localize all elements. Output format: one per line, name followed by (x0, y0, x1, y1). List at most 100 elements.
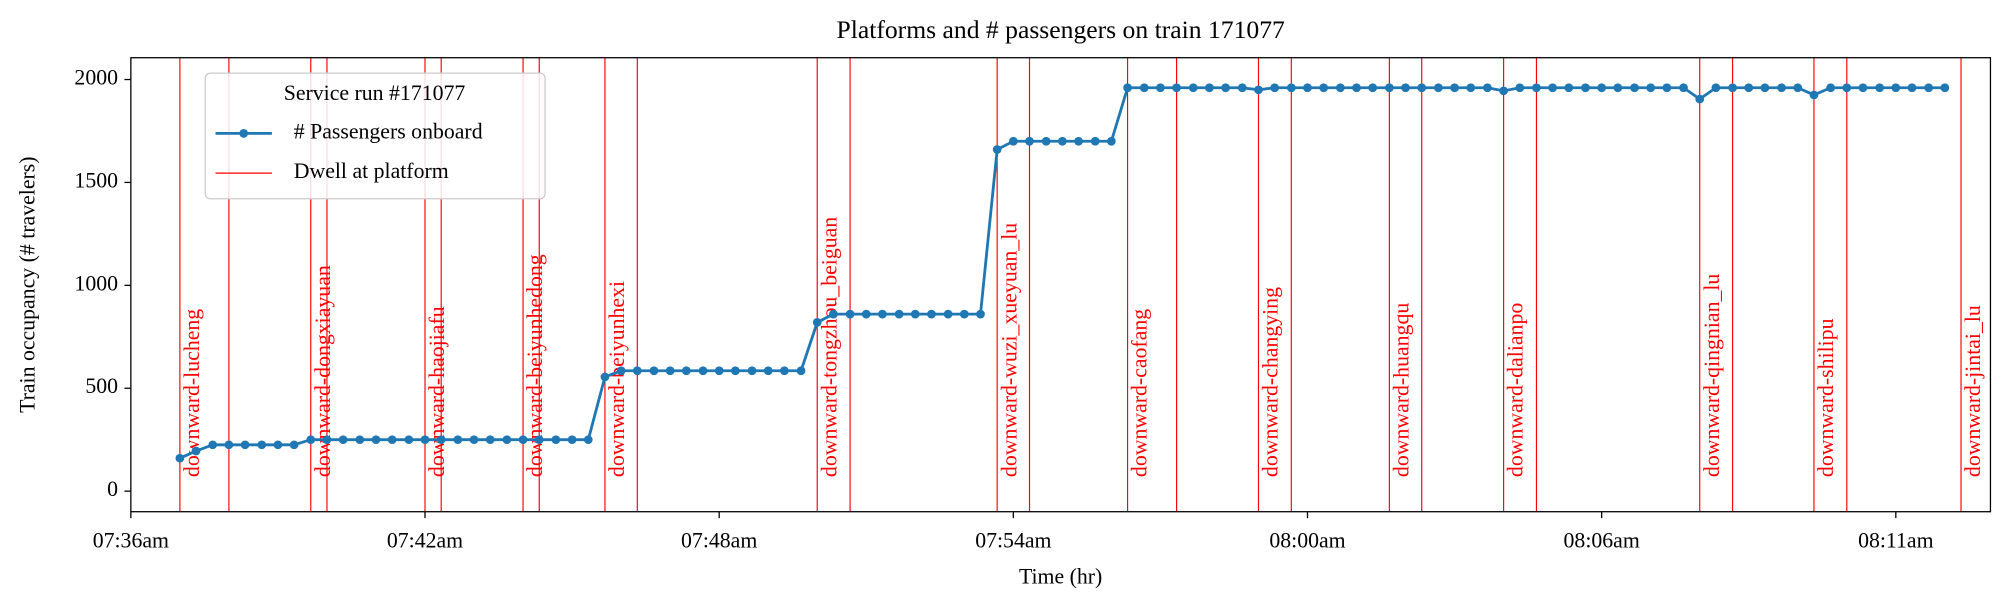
series-marker (289, 440, 299, 450)
x-tick-label: 07:42am (387, 528, 463, 552)
series-marker (649, 366, 659, 376)
series-marker (1335, 83, 1345, 93)
series-marker (502, 435, 512, 445)
series-marker (273, 440, 283, 450)
platform-label: downward-qingnian_lu (1700, 274, 1724, 478)
series-marker (1090, 136, 1100, 146)
platform-label: downward-huangqu (1389, 303, 1413, 477)
series-marker (371, 435, 381, 445)
series-marker (763, 366, 773, 376)
series-marker (1270, 83, 1280, 93)
series-marker (306, 435, 316, 445)
series-marker (910, 309, 920, 319)
platform-label: downward-haojiafu (425, 306, 449, 477)
series-marker (1352, 83, 1361, 93)
platform-label: downward-beiyunhexi (605, 281, 629, 477)
series-marker (567, 435, 577, 445)
series-marker (1221, 83, 1230, 93)
series-marker (469, 435, 479, 445)
series-marker (812, 318, 822, 327)
series-marker (322, 435, 332, 445)
series-marker (1499, 86, 1508, 96)
series-marker (404, 435, 414, 445)
series-marker (1695, 94, 1705, 104)
series-marker (665, 366, 675, 376)
series-marker (600, 372, 610, 382)
legend-title: Service run #171077 (284, 81, 466, 105)
series-marker (829, 309, 838, 319)
series-marker (1058, 136, 1067, 146)
series-marker (1597, 83, 1607, 93)
series-marker (1662, 83, 1672, 93)
y-tick-label: 1000 (74, 271, 118, 295)
series-marker (1515, 83, 1525, 93)
series-marker (1891, 83, 1901, 93)
series-marker (1777, 83, 1786, 93)
series-marker (257, 440, 267, 450)
series-marker (1172, 83, 1181, 93)
series-marker (1630, 83, 1639, 93)
series-marker (1041, 136, 1051, 146)
series-marker (1613, 83, 1623, 93)
x-tick-label: 07:36am (93, 528, 169, 552)
series-marker (224, 440, 234, 450)
platform-label: downward-tongzhou_beiguan (817, 217, 841, 477)
series-marker (1254, 85, 1263, 95)
series-marker (1907, 83, 1917, 93)
series-marker (1123, 83, 1132, 93)
series-marker (796, 366, 806, 376)
series-marker (518, 435, 528, 445)
chart-title: Platforms and # passengers on train 1710… (836, 15, 1285, 44)
series-marker (1744, 83, 1754, 93)
platform-label: downward-dalianpo (1504, 303, 1528, 477)
series-marker (616, 366, 626, 376)
series-marker (1875, 83, 1885, 93)
series-marker (681, 366, 691, 376)
series-marker (1809, 90, 1819, 100)
y-tick-label: 2000 (74, 66, 118, 90)
series-marker (861, 309, 871, 319)
series-marker (1188, 83, 1198, 93)
series-marker (730, 366, 740, 376)
series-marker (1205, 83, 1214, 93)
series-marker (976, 309, 985, 319)
series-marker (1401, 83, 1410, 93)
series-marker (1237, 83, 1247, 93)
x-tick-label: 07:48am (681, 528, 757, 552)
series-marker (387, 435, 397, 445)
series-marker (1793, 83, 1803, 93)
series-marker (845, 309, 855, 319)
series-marker (1434, 83, 1443, 93)
series-marker (420, 435, 430, 445)
x-tick-label: 08:06am (1564, 528, 1640, 552)
series-marker (1940, 83, 1950, 93)
series-marker (453, 435, 463, 445)
platform-label: downward-dongxiayuan (311, 265, 335, 477)
platform-label: downward-changying (1259, 287, 1283, 477)
legend-box (204, 72, 546, 200)
series-marker (1466, 83, 1476, 93)
series-marker (1483, 83, 1492, 93)
series-marker (1368, 83, 1378, 93)
series-marker (1156, 83, 1165, 93)
platform-label: downward-shilipu (1814, 318, 1838, 477)
series-marker (1417, 83, 1427, 93)
series-marker (698, 366, 708, 376)
series-marker (992, 145, 1002, 154)
plot-frame (130, 57, 1992, 513)
series-marker (1074, 136, 1083, 146)
series-marker (959, 309, 969, 319)
series-marker (1826, 83, 1835, 93)
series-marker (1008, 136, 1018, 146)
series-marker (355, 435, 365, 445)
series-marker (534, 435, 544, 445)
series-marker (485, 435, 495, 445)
series-marker (1728, 83, 1737, 93)
x-tick-label: 08:00am (1269, 528, 1345, 552)
series-marker (1564, 83, 1574, 93)
series-marker (1286, 83, 1296, 93)
legend-label: # Passengers onboard (294, 119, 483, 143)
series-marker (1646, 83, 1656, 93)
platform-label: downward-beiyunhedong (523, 254, 547, 477)
